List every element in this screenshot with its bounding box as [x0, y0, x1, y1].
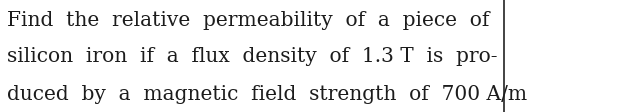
Text: duced  by  a  magnetic  field  strength  of  700 A/m: duced by a magnetic field strength of 70… — [7, 85, 528, 104]
Text: silicon  iron  if  a  flux  density  of  1.3 T  is  pro-: silicon iron if a flux density of 1.3 T … — [7, 46, 498, 66]
Text: Find  the  relative  permeability  of  a  piece  of: Find the relative permeability of a piec… — [7, 11, 490, 30]
